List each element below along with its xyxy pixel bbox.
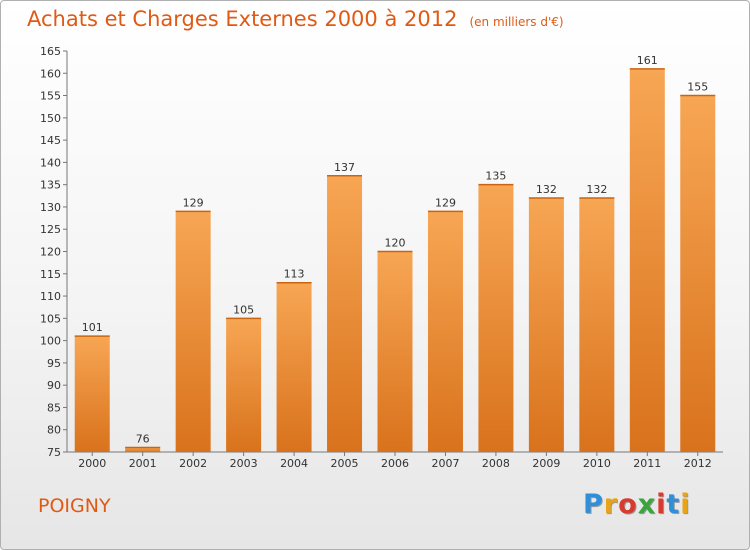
y-tick-label: 160 bbox=[40, 67, 61, 80]
y-tick-label: 165 bbox=[40, 45, 61, 58]
logo-letter-2: r bbox=[603, 489, 619, 520]
logo-letter-7: i bbox=[680, 489, 691, 520]
data-label-2008: 135 bbox=[485, 170, 506, 183]
x-tick-label-2003: 2003 bbox=[230, 457, 258, 470]
x-tick-label-2011: 2011 bbox=[633, 457, 661, 470]
y-tick-label: 85 bbox=[47, 401, 61, 414]
y-tick-label: 135 bbox=[40, 179, 61, 192]
bar-2012 bbox=[680, 95, 716, 453]
commune-name: POIGNY bbox=[38, 495, 111, 517]
data-label-2007: 129 bbox=[435, 196, 456, 209]
chart-title-text: Achats et Charges Externes 2000 à 2012 bbox=[27, 7, 458, 31]
data-label-2010: 132 bbox=[586, 183, 607, 196]
x-tick-label-2001: 2001 bbox=[129, 457, 157, 470]
chart-unit: (en milliers d'€) bbox=[469, 15, 564, 29]
bar-2004 bbox=[276, 282, 312, 452]
bar-2007 bbox=[427, 211, 463, 452]
data-label-2002: 129 bbox=[183, 196, 204, 209]
bar-2005 bbox=[327, 175, 363, 452]
data-label-2005: 137 bbox=[334, 161, 355, 174]
y-tick-label: 100 bbox=[40, 335, 61, 348]
y-tick-label: 80 bbox=[47, 424, 61, 437]
logo-letter-1: P bbox=[583, 489, 604, 520]
y-tick-label: 150 bbox=[40, 112, 61, 125]
y-tick-label: 110 bbox=[40, 290, 61, 303]
data-label-2000: 101 bbox=[82, 321, 103, 334]
y-tick-label: 145 bbox=[40, 134, 61, 147]
proxiti-logo: Proxiti bbox=[583, 489, 691, 520]
x-tick-label-2007: 2007 bbox=[431, 457, 459, 470]
logo-letter-5: i bbox=[656, 489, 667, 520]
y-tick-label: 115 bbox=[40, 268, 61, 281]
x-tick-label-2004: 2004 bbox=[280, 457, 308, 470]
data-label-2009: 132 bbox=[536, 183, 557, 196]
y-tick-label: 125 bbox=[40, 223, 61, 236]
y-tick-label: 130 bbox=[40, 201, 61, 214]
logo-letter-3: o bbox=[618, 489, 638, 520]
bar-2001 bbox=[125, 447, 161, 452]
x-tick-label-2010: 2010 bbox=[583, 457, 611, 470]
y-tick-label: 105 bbox=[40, 312, 61, 325]
chart-title: Achats et Charges Externes 2000 à 2012 (e… bbox=[27, 7, 564, 31]
logo-letter-4: x bbox=[637, 489, 657, 520]
x-tick-label-2002: 2002 bbox=[179, 457, 207, 470]
bar-2002 bbox=[175, 211, 211, 452]
logo-letter-6: t bbox=[666, 489, 681, 520]
data-label-2011: 161 bbox=[637, 54, 658, 67]
bar-2011 bbox=[629, 68, 665, 453]
y-tick-label: 155 bbox=[40, 90, 61, 103]
bar-2008 bbox=[478, 184, 514, 452]
x-tick-label-2000: 2000 bbox=[78, 457, 106, 470]
bar-2000 bbox=[74, 336, 110, 452]
bar-2009 bbox=[528, 198, 564, 452]
x-tick-label-2012: 2012 bbox=[684, 457, 712, 470]
x-tick-label-2008: 2008 bbox=[482, 457, 510, 470]
x-tick-label-2009: 2009 bbox=[532, 457, 560, 470]
x-tick-label-2005: 2005 bbox=[331, 457, 359, 470]
y-tick-label: 120 bbox=[40, 246, 61, 259]
data-label-2006: 120 bbox=[385, 237, 406, 250]
data-label-2003: 105 bbox=[233, 303, 254, 316]
data-label-2001: 76 bbox=[136, 433, 150, 446]
bar-2003 bbox=[226, 318, 262, 452]
x-tick-label-2006: 2006 bbox=[381, 457, 409, 470]
bar-2006 bbox=[377, 251, 413, 452]
y-tick-label: 75 bbox=[47, 446, 61, 459]
y-tick-label: 95 bbox=[47, 357, 61, 370]
data-label-2012: 155 bbox=[687, 81, 708, 94]
bar-2010 bbox=[579, 198, 615, 452]
y-tick-label: 140 bbox=[40, 156, 61, 169]
data-label-2004: 113 bbox=[284, 268, 305, 281]
y-tick-label: 90 bbox=[47, 379, 61, 392]
